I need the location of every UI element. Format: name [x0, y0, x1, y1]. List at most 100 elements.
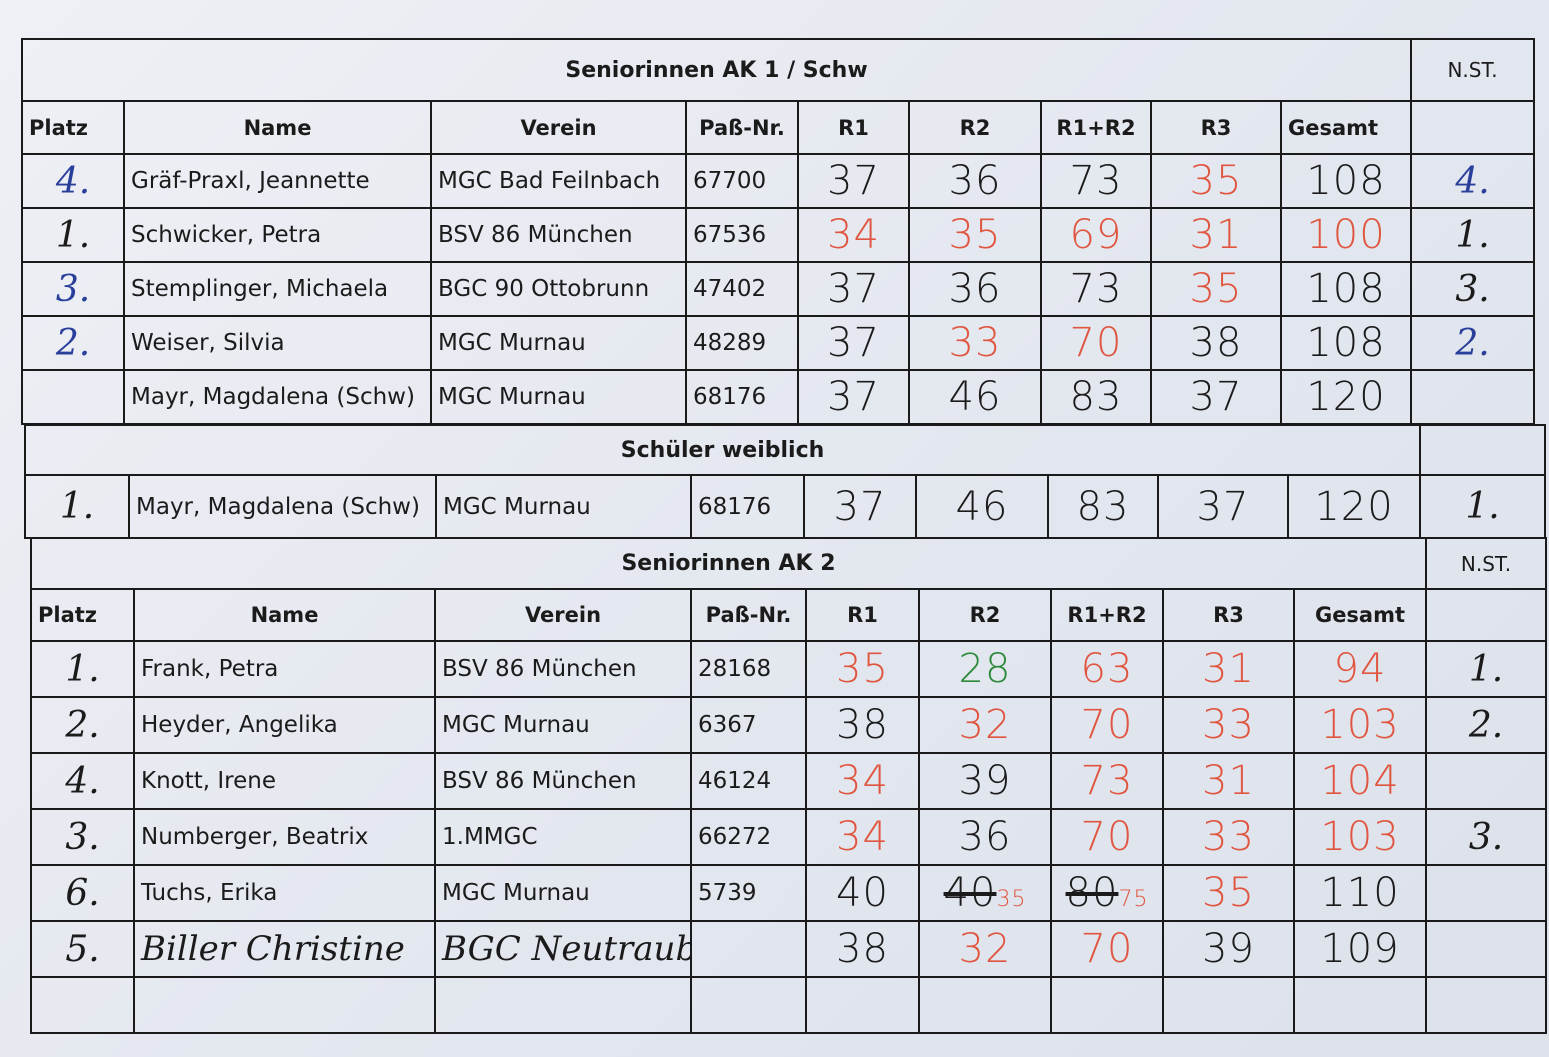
r12-cell: 8075: [1050, 864, 1164, 922]
platz-cell: 1.: [24, 474, 130, 539]
nst-cell: [1425, 752, 1547, 810]
r2-cell: 46: [908, 369, 1042, 425]
r2-cell: 28: [918, 640, 1052, 698]
table-row: 4. Gräf-Praxl, Jeannette MGC Bad Feilnbach…: [21, 153, 1536, 209]
gesamt-cell: 103: [1293, 696, 1427, 754]
verein-cell: BSV 86 München: [434, 640, 692, 698]
platz-cell: 3.: [30, 808, 135, 866]
platz-cell: 3.: [21, 261, 125, 317]
section-title: Seniorinnen AK 2: [30, 537, 1426, 590]
col-nst-blank: [1425, 588, 1547, 642]
r12-cell: 70: [1050, 808, 1164, 866]
r3-cell: 35: [1150, 261, 1282, 317]
gesamt-cell: 100: [1279, 207, 1413, 263]
col-name: Name: [133, 588, 436, 642]
r12-cell: 73: [1050, 752, 1164, 810]
r2-cell: 32: [918, 696, 1052, 754]
r3-cell: 31: [1162, 640, 1295, 698]
name-cell: [133, 976, 436, 1034]
col-r1: R1: [805, 588, 920, 642]
verein-cell: 1.MMGC: [434, 808, 692, 866]
name-cell: Knott, Irene: [133, 752, 436, 810]
r12-cell: 69: [1040, 207, 1152, 263]
r1-cell: 37: [797, 315, 910, 371]
nst-cell: [1425, 920, 1547, 978]
gesamt-cell: 108: [1279, 315, 1413, 371]
nst-cell: 3.: [1425, 808, 1547, 866]
col-verein: Verein: [434, 588, 692, 642]
r12-cell: 83: [1040, 369, 1152, 425]
platz-cell: [21, 369, 125, 425]
platz-cell: 5.: [30, 920, 135, 978]
pass-cell: 67536: [685, 207, 799, 263]
table-row: 1. Frank, Petra BSV 86 München 28168 35 28 63 3…: [30, 640, 1547, 698]
r2-cell: 33: [908, 315, 1042, 371]
r2-cell: 46: [915, 474, 1049, 539]
verein-cell: [434, 976, 692, 1034]
verein-cell: MGC Murnau: [435, 474, 692, 539]
r1-cell: 37: [797, 153, 910, 209]
col-platz: Platz: [21, 100, 125, 155]
platz-cell: 4.: [30, 752, 135, 810]
pass-cell: 48289: [685, 315, 799, 371]
r12-cell: [1050, 976, 1164, 1034]
pass-cell: 28168: [690, 640, 807, 698]
verein-cell: MGC Murnau: [430, 369, 687, 425]
pass-cell: 67700: [685, 153, 799, 209]
section-title: Schüler weiblich: [23, 424, 1422, 476]
col-r2: R2: [918, 588, 1052, 642]
r3-cell: 31: [1162, 752, 1295, 810]
gesamt-cell: 110: [1293, 864, 1427, 922]
pass-cell: 68176: [690, 474, 805, 539]
table-row: 6. Tuchs, Erika MGC Murnau 5739 40 4035 8075 35…: [30, 864, 1547, 922]
r12-cell: 63: [1050, 640, 1164, 698]
table-row: Mayr, Magdalena (Schw) MGC Murnau 68176 37 4…: [21, 369, 1536, 425]
verein-cell: BSV 86 München: [434, 752, 692, 810]
pass-cell: 47402: [685, 261, 799, 317]
gesamt-cell: 108: [1279, 261, 1413, 317]
r12-cell: 73: [1040, 153, 1152, 209]
nst-cell: 2.: [1425, 696, 1547, 754]
verein-cell: MGC Murnau: [434, 864, 692, 922]
r2-cell: 36: [918, 808, 1052, 866]
r2-cell: [918, 976, 1052, 1034]
table-row: 2. Heyder, Angelika MGC Murnau 6367 38 32 70 33…: [30, 696, 1547, 754]
r1-cell: 34: [797, 207, 910, 263]
r1-cell: 37: [797, 369, 910, 425]
r12-cell: 70: [1050, 920, 1164, 978]
col-pass: Paß-Nr.: [690, 588, 807, 642]
r3-cell: 33: [1162, 696, 1295, 754]
r2-cell: 36: [908, 261, 1042, 317]
section-title: Seniorinnen AK 1 / Schw: [20, 38, 1413, 102]
verein-cell: MGC Bad Feilnbach: [430, 153, 687, 209]
platz-cell: 4.: [21, 153, 125, 209]
nst-cell: [1410, 369, 1536, 425]
platz-cell: 2.: [30, 696, 135, 754]
nst-cell: 4.: [1410, 153, 1536, 209]
gesamt-cell: 104: [1293, 752, 1427, 810]
col-nst-blank: [1410, 100, 1536, 155]
col-r3: R3: [1162, 588, 1295, 642]
r2-cell: 4035: [918, 864, 1052, 922]
r2-cell: 32: [918, 920, 1052, 978]
r3-cell: 37: [1157, 474, 1289, 539]
table-row: 1. Mayr, Magdalena (Schw) MGC Murnau 68176 3…: [24, 474, 1547, 539]
r3-cell: 35: [1162, 864, 1295, 922]
r3-cell: 39: [1162, 920, 1295, 978]
corrected-value: 75: [1118, 887, 1149, 912]
name-cell: Numberger, Beatrix: [133, 808, 436, 866]
col-r2: R2: [908, 100, 1042, 155]
name-cell: Mayr, Magdalena (Schw): [123, 369, 432, 425]
verein-cell: BGC Neutraubl.: [434, 920, 692, 978]
platz-cell: 2.: [21, 315, 125, 371]
col-r12: R1+R2: [1040, 100, 1152, 155]
r2-cell: 35: [908, 207, 1042, 263]
r3-cell: 33: [1162, 808, 1295, 866]
platz-cell: 1.: [21, 207, 125, 263]
name-cell: Tuchs, Erika: [133, 864, 436, 922]
col-platz: Platz: [30, 588, 135, 642]
r3-cell: 38: [1150, 315, 1282, 371]
table-seniorinnen-ak2: Seniorinnen AK 2 N.ST. Platz Name Verein…: [30, 537, 1547, 1034]
name-cell: Mayr, Magdalena (Schw): [128, 474, 437, 539]
